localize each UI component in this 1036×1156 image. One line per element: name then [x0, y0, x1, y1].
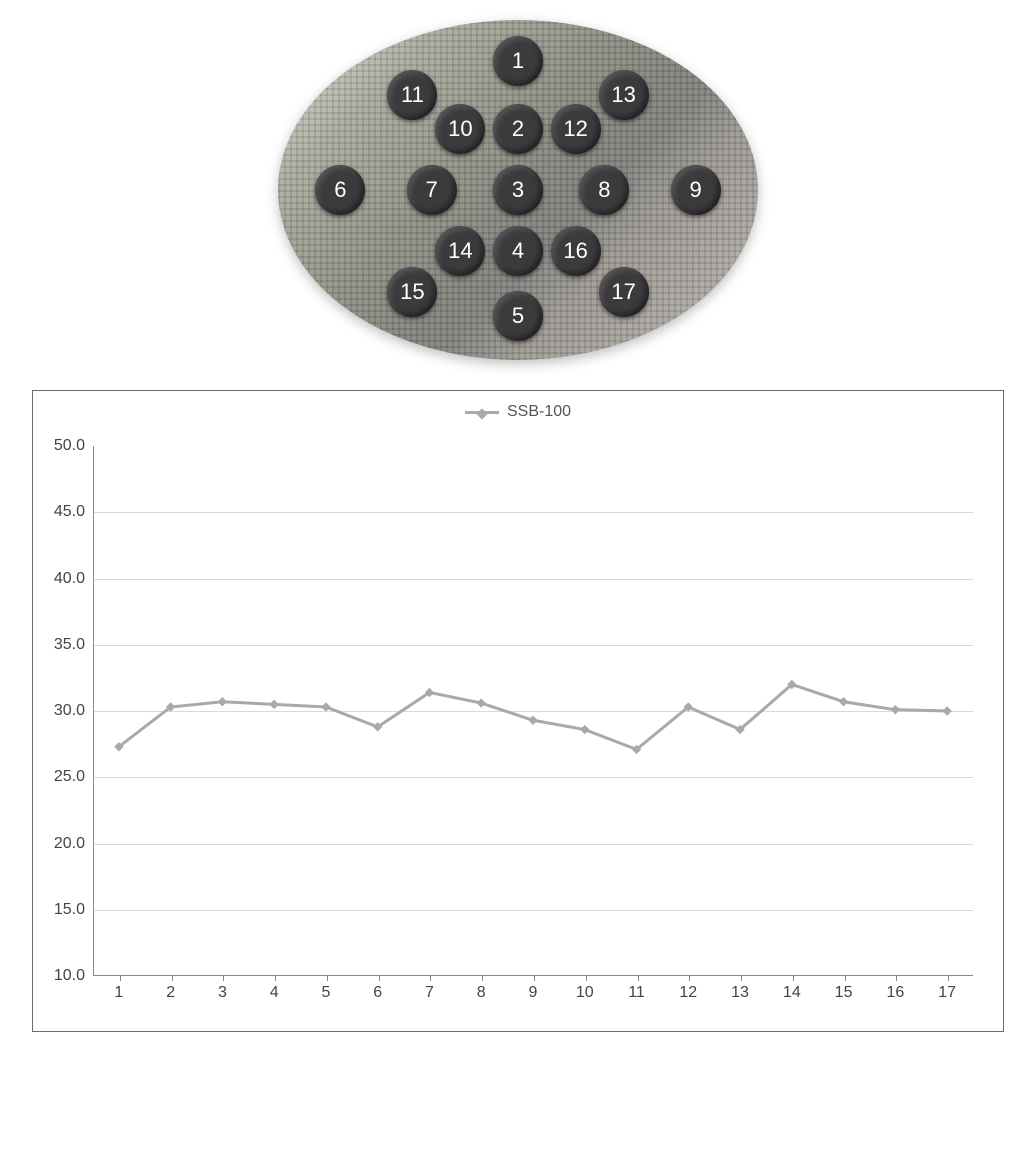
wafer-point-15: 15 [387, 267, 437, 317]
series-marker [322, 703, 330, 711]
x-tick-label: 7 [425, 984, 434, 1002]
wafer-point-5: 5 [493, 291, 543, 341]
wafer-point-11: 11 [387, 70, 437, 120]
legend-label: SSB-100 [507, 403, 571, 421]
y-tick-label: 25.0 [54, 768, 85, 786]
x-tick-label: 11 [628, 984, 645, 1002]
y-tick-label: 15.0 [54, 901, 85, 919]
wafer-point-9: 9 [671, 165, 721, 215]
series-marker [943, 707, 951, 715]
x-tick-label: 13 [731, 984, 749, 1002]
x-tick-label: 3 [218, 984, 227, 1002]
series-marker [891, 706, 899, 714]
series-marker [270, 700, 278, 708]
wafer-point-7: 7 [407, 165, 457, 215]
x-tick-label: 1 [114, 984, 123, 1002]
line-chart: SSB-100 10.015.020.025.030.035.040.045.0… [32, 390, 1004, 1032]
legend-marker-icon [476, 408, 487, 419]
wafer-point-8: 8 [579, 165, 629, 215]
wafer-point-14: 14 [435, 226, 485, 276]
wafer-point-12: 12 [551, 104, 601, 154]
wafer-point-13: 13 [599, 70, 649, 120]
x-tick-label: 4 [270, 984, 279, 1002]
legend: SSB-100 [465, 403, 571, 421]
series-marker [840, 698, 848, 706]
plot-area: 10.015.020.025.030.035.040.045.050.01234… [93, 446, 973, 976]
x-tick-label: 2 [166, 984, 175, 1002]
y-tick-label: 20.0 [54, 835, 85, 853]
y-tick-label: 40.0 [54, 570, 85, 588]
wafer-point-2: 2 [493, 104, 543, 154]
y-tick-label: 35.0 [54, 636, 85, 654]
y-tick-label: 10.0 [54, 967, 85, 985]
wafer-point-16: 16 [551, 226, 601, 276]
wafer-point-6: 6 [315, 165, 365, 215]
x-tick-label: 14 [783, 984, 801, 1002]
x-tick-label: 9 [529, 984, 538, 1002]
wafer-point-3: 3 [493, 165, 543, 215]
x-tick-label: 15 [835, 984, 853, 1002]
wafer-point-10: 10 [435, 104, 485, 154]
y-tick-label: 45.0 [54, 503, 85, 521]
series-marker [529, 716, 537, 724]
wafer-point-17: 17 [599, 267, 649, 317]
x-tick-label: 8 [477, 984, 486, 1002]
legend-line-icon [465, 411, 499, 414]
x-tick-label: 5 [321, 984, 330, 1002]
x-tick-label: 6 [373, 984, 382, 1002]
x-tick-label: 10 [576, 984, 594, 1002]
series-marker [477, 699, 485, 707]
y-tick-label: 30.0 [54, 702, 85, 720]
series-marker [581, 726, 589, 734]
wafer-point-4: 4 [493, 226, 543, 276]
wafer-point-1: 1 [493, 36, 543, 86]
x-tick-label: 16 [886, 984, 904, 1002]
series-marker [218, 698, 226, 706]
y-tick-label: 50.0 [54, 437, 85, 455]
series-svg [93, 446, 973, 976]
x-tick-label: 12 [679, 984, 697, 1002]
x-tick-label: 17 [938, 984, 956, 1002]
wafer-map: 1234567891011121314151617 [278, 20, 758, 360]
